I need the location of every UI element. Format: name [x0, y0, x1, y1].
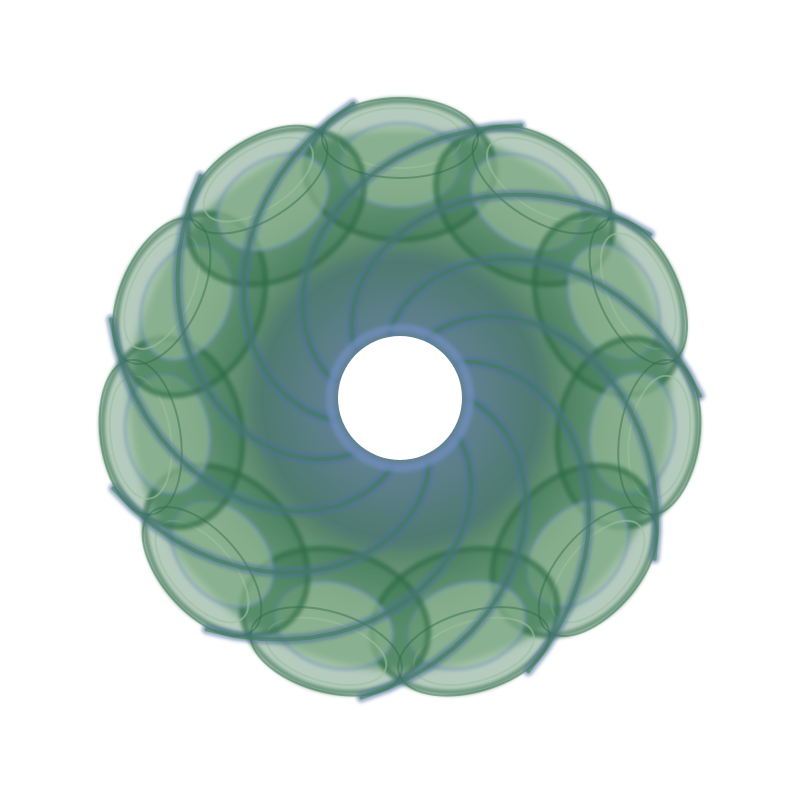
- spiral-arm-highlight: [109, 317, 392, 514]
- spiral-arm-highlight: [359, 398, 529, 700]
- center-hole: [338, 336, 462, 460]
- spiral-arm-highlight: [111, 461, 432, 575]
- lobe-window: [216, 152, 330, 252]
- spiral-arm-highlight: [175, 174, 357, 462]
- center-hole: [326, 324, 474, 472]
- spiral-arm-highlight: [456, 359, 592, 674]
- spiral-arm-highlight: [388, 256, 702, 398]
- spiral-arm-highlight: [204, 435, 474, 642]
- lobe-rim-inner: [202, 136, 314, 223]
- spiral-arm-highlight: [427, 314, 659, 561]
- lobe-rim: [188, 124, 329, 235]
- outer-lobes: [98, 97, 702, 697]
- center-hole-rim: [326, 324, 474, 472]
- spiral-arm-highlight: [300, 123, 523, 383]
- spiral-arms: [106, 98, 705, 703]
- spiral-arm-highlight: [349, 192, 653, 350]
- spiral-arm-highlight: [241, 101, 356, 422]
